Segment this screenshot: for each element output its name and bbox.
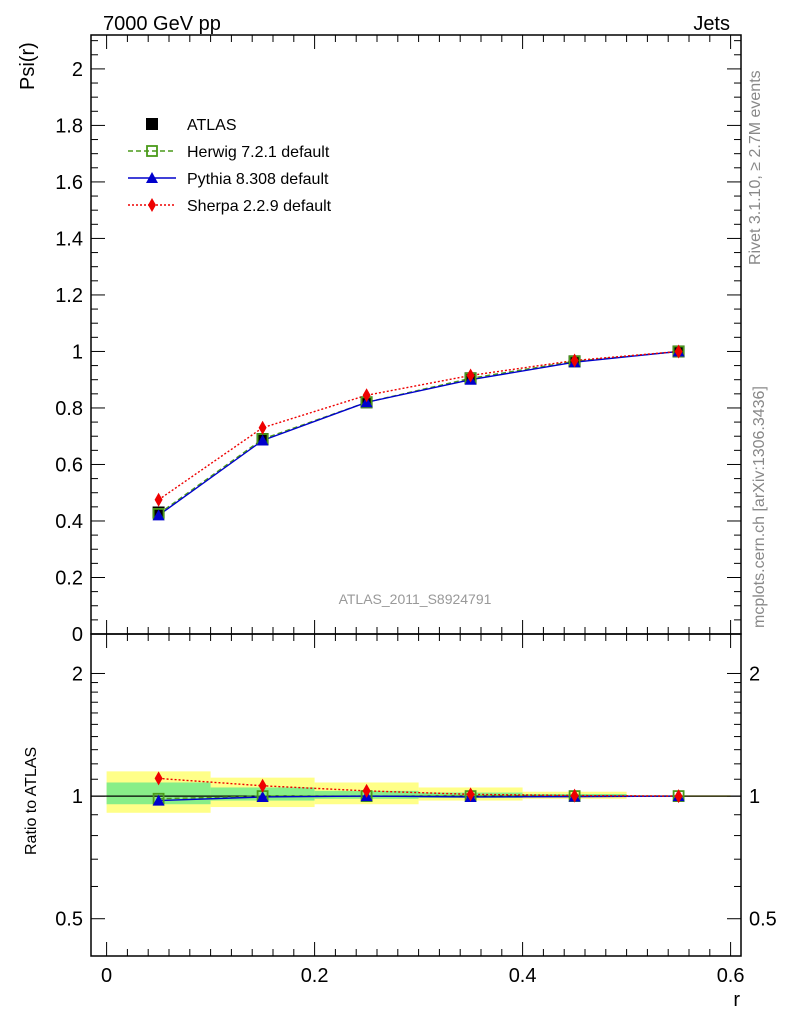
y-tick-label: 1.6 [55,172,83,194]
sherpa-ratio-point [362,783,371,798]
sherpa-ratio-line [158,777,679,797]
y-tick-label: 1 [72,341,83,363]
x-tick-label: 0.6 [717,965,745,987]
mcplots-reference-label: mcplots.cern.ch [arXiv:1306.3436] [751,386,768,628]
y-tick-label: 0.4 [55,511,83,533]
y-tick-label: 0 [72,624,83,646]
sherpa-ratio-point [154,771,163,786]
sherpa-ratio-point [674,789,683,804]
sherpa-point [362,388,371,403]
legend-marker-herwig [146,145,158,157]
herwig-line [158,350,679,515]
y-tick-label: 0.2 [55,567,83,589]
ratio-y-tick-label-right: 0.5 [749,909,777,931]
y-tick-label: 2 [72,59,83,81]
legend-label-herwig: Herwig 7.2.1 default [187,144,330,161]
ratio-y-tick-label-right: 2 [749,663,760,685]
legend-label-pythia: Pythia 8.308 default [187,171,329,188]
sherpa-point [466,368,475,383]
x-tick-label: 0.2 [301,965,329,987]
pythia-ratio-point [256,790,269,802]
process-label: Jets [693,13,730,35]
y-tick-label: 1.4 [55,228,83,250]
sherpa-point [674,344,683,359]
sherpa-line [158,350,679,501]
y-tick-label: 1.8 [55,115,83,137]
sherpa-ratio-point [466,787,475,802]
energy-label: 7000 GeV pp [103,13,221,35]
legend-marker-pythia [146,172,158,183]
ratio-plot-frame [90,633,742,957]
sherpa-ratio-point [258,778,267,793]
pythia-ratio-point [152,794,165,806]
ratio-y-tick-label: 2 [72,663,83,685]
pythia-ratio-line [158,795,679,802]
x-tick-label: 0.4 [509,965,537,987]
rivet-version-label: Rivet 3.1.10, ≥ 2.7M events [747,70,764,265]
legend-label-data: ATLAS [187,117,237,134]
ratio-y-tick-label-right: 1 [749,786,760,808]
analysis-watermark: ATLAS_2011_S8924791 [339,591,492,607]
ratio-y-tick-label: 0.5 [55,909,83,931]
sherpa-ratio-point [570,788,579,803]
sherpa-point [258,420,267,435]
legend-marker-sherpa [148,198,156,212]
x-tick-label: 0 [101,965,112,987]
sherpa-point [154,492,163,507]
pythia-line [158,350,679,516]
ratio-y-tick-label: 1 [72,786,83,808]
legend-marker-data [146,118,158,130]
y-tick-label: 0.8 [55,398,83,420]
ratio-y-axis-label: Ratio to ATLAS [23,747,40,855]
pythia-point [256,434,269,446]
y-tick-label: 1.2 [55,285,83,307]
x-axis-label: r [733,989,740,1011]
main-y-axis-label: Psi(r) [17,42,39,90]
legend-label-sherpa: Sherpa 2.2.9 default [187,198,332,215]
pythia-point [152,509,165,521]
y-tick-label: 0.6 [55,454,83,476]
sherpa-point [570,353,579,368]
